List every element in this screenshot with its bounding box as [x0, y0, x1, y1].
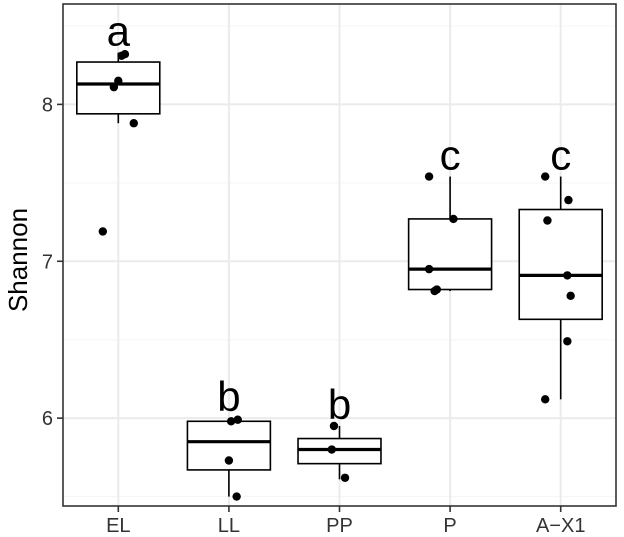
box-iqr [76, 61, 161, 115]
data-point [340, 473, 350, 482]
data-point [98, 227, 108, 236]
box-5 [518, 176, 603, 400]
data-point [566, 291, 575, 300]
data-point [120, 50, 130, 59]
data-point [424, 264, 434, 274]
box-iqr [518, 208, 603, 321]
data-point [129, 119, 138, 128]
data-points [98, 50, 575, 501]
y-axis: 6 7 8 [42, 94, 63, 430]
data-point [563, 337, 572, 346]
data-point [233, 415, 242, 424]
x-tick-label: PP [326, 515, 353, 537]
data-point [232, 492, 241, 501]
data-point [114, 76, 123, 86]
group-letter: c [550, 132, 571, 179]
y-axis-title: Shannon [3, 208, 33, 312]
box-iqr [407, 218, 493, 291]
y-tick-label: 6 [42, 408, 53, 430]
x-axis: EL LL PP P A−X1 [106, 506, 585, 537]
group-letter: c [440, 132, 461, 179]
data-point [541, 395, 550, 404]
data-point [109, 82, 119, 92]
data-point [327, 445, 336, 454]
y-tick-label: 7 [42, 251, 53, 273]
data-point [424, 172, 434, 181]
group-letter: b [217, 373, 240, 420]
group-letters: a b b c c [107, 8, 572, 428]
data-point [329, 421, 339, 431]
data-point [541, 172, 550, 181]
box-4 [407, 176, 493, 292]
data-point [449, 214, 458, 224]
x-tick-label: P [443, 515, 456, 537]
group-letter: a [107, 8, 131, 55]
data-point [226, 417, 236, 426]
x-tick-label: EL [106, 515, 130, 537]
group-letter: b [328, 381, 351, 428]
data-point [563, 271, 572, 280]
box-1 [76, 52, 161, 124]
data-point [224, 456, 234, 465]
data-point [432, 285, 442, 294]
x-tick-label: LL [218, 515, 240, 537]
y-tick-label: 8 [42, 94, 53, 116]
box-3 [297, 425, 382, 480]
x-tick-label: A−X1 [536, 515, 585, 537]
data-point [564, 195, 573, 205]
data-point [543, 216, 552, 225]
